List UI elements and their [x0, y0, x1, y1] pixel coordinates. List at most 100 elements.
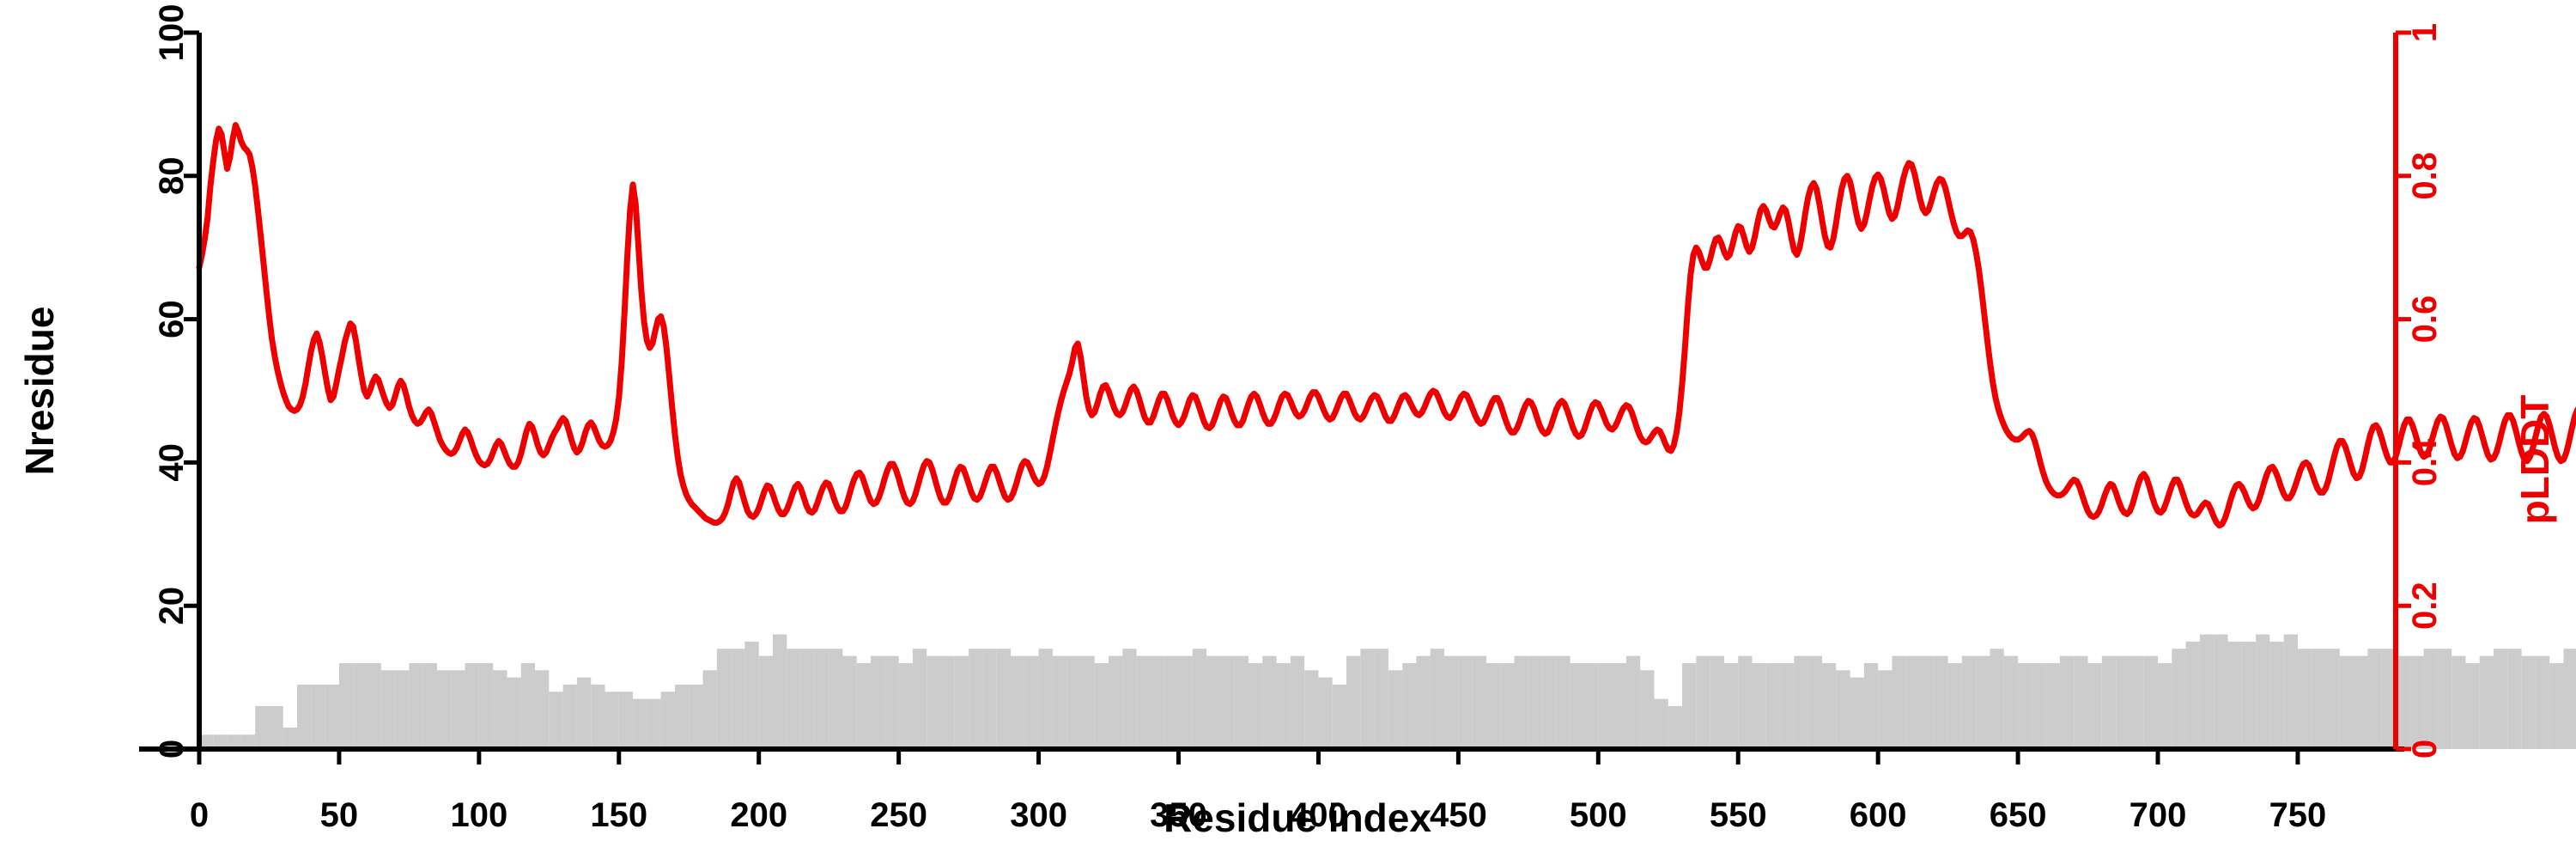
nresidue-bar: [982, 649, 997, 749]
nresidue-bar: [549, 691, 563, 749]
nresidue-bar: [1024, 655, 1039, 749]
nresidue-bar: [940, 655, 955, 749]
nresidue-bar: [1444, 655, 1459, 749]
nresidue-bar: [689, 684, 703, 749]
nresidue-bar: [1164, 655, 1179, 749]
nresidue-bar: [520, 662, 536, 749]
x-axis-tick-label: 500: [1570, 796, 1627, 834]
nresidue-bar: [1192, 649, 1207, 749]
nresidue-bar: [1752, 662, 1766, 749]
nresidue-bar: [898, 662, 913, 749]
nresidue-bar: [380, 670, 396, 749]
nresidue-bar: [2018, 662, 2032, 749]
nresidue-bar: [1640, 670, 1655, 749]
nresidue-bar: [2423, 649, 2438, 749]
x-axis-tick-label: 750: [2269, 796, 2327, 834]
nresidue-bar: [2521, 655, 2536, 749]
x-axis-tick-label: 200: [730, 796, 787, 834]
nresidue-bar: [1094, 662, 1109, 749]
nresidue-bar: [1346, 655, 1361, 749]
nresidue-bar: [2549, 662, 2564, 749]
nresidue-bar: [1682, 662, 1697, 749]
nresidue-bar: [1332, 684, 1347, 749]
nresidue-bar: [507, 677, 521, 749]
nresidue-bar: [1668, 705, 1683, 749]
nresidue-bar: [1696, 655, 1710, 749]
x-axis-tick-label: 150: [590, 796, 647, 834]
nresidue-bar: [731, 649, 745, 749]
x-axis-tick-label: 700: [2129, 796, 2187, 834]
nresidue-bar: [2297, 649, 2312, 749]
nresidue-bar: [1556, 655, 1571, 749]
x-axis-tick-label: 0: [190, 796, 209, 834]
nresidue-bar: [409, 662, 423, 749]
nresidue-bar: [1038, 649, 1053, 749]
nresidue-bar: [829, 649, 843, 749]
nresidue-bar: [856, 662, 872, 749]
nresidue-bar: [2143, 655, 2159, 749]
nresidue-bar: [1514, 655, 1528, 749]
nresidue-bar: [1794, 655, 1808, 749]
nresidue-bar: [674, 684, 690, 749]
nresidue-bar: [1485, 662, 1501, 749]
nresidue-bar: [2354, 655, 2368, 749]
nresidue-bar: [576, 677, 592, 749]
nresidue-bar: [787, 649, 801, 749]
nresidue-bar: [2158, 662, 2172, 749]
nresidue-bar: [814, 649, 829, 749]
nresidue-bar: [1234, 655, 1249, 749]
left-axis-tick-label: 100: [153, 4, 191, 62]
nresidue-bar: [912, 649, 927, 749]
nresidue-bar: [493, 670, 507, 749]
nresidue-bar: [2479, 655, 2494, 749]
nresidue-bar: [1416, 655, 1431, 749]
nresidue-bar: [1290, 655, 1305, 749]
nresidue-bar: [1010, 655, 1025, 749]
nresidue-bar: [283, 727, 298, 749]
nresidue-bar: [2409, 655, 2424, 749]
nresidue-bar: [2437, 649, 2452, 749]
nresidue-bar: [1892, 655, 1906, 749]
nresidue-bar: [2507, 649, 2522, 749]
left-axis-label: Nresidue: [17, 307, 62, 476]
nresidue-bar: [1612, 662, 1626, 749]
nresidue-bar: [269, 705, 283, 749]
nresidue-bar: [1905, 655, 1921, 749]
nresidue-bar: [871, 655, 885, 749]
nresidue-bar: [1598, 662, 1613, 749]
nresidue-bar: [2045, 662, 2060, 749]
nresidue-bar: [1360, 649, 1375, 749]
nresidue-bar: [969, 649, 983, 749]
plddt-trace: [196, 122, 2576, 529]
nresidue-bar: [954, 655, 969, 749]
nresidue-bar: [702, 670, 717, 749]
nresidue-bar: [884, 655, 899, 749]
nresidue-bar: [1710, 655, 1724, 749]
nresidue-bar: [2129, 655, 2144, 749]
nresidue-bar: [1528, 655, 1543, 749]
nresidue-bar: [2116, 655, 2130, 749]
nresidue-bar: [1625, 655, 1641, 749]
nresidue-bar: [2339, 655, 2354, 749]
nresidue-bar: [2312, 649, 2326, 749]
right-axis-tick-label: 0: [2406, 740, 2444, 758]
nresidue-bar: [1388, 670, 1403, 749]
nresidue-bar: [1807, 655, 1822, 749]
nresidue-bar: [338, 662, 354, 749]
nresidue-bar: [927, 655, 941, 749]
nresidue-bar: [1836, 670, 1850, 749]
nresidue-bar: [1248, 662, 1263, 749]
nresidue-bar: [436, 670, 452, 749]
nresidue-bar: [1570, 662, 1585, 749]
right-axis-tick-label: 0.8: [2406, 152, 2444, 200]
nresidue-bar: [1765, 662, 1781, 749]
x-axis-tick-label: 300: [1010, 796, 1067, 834]
nresidue-bar: [240, 734, 256, 749]
left-axis-tick-label: 80: [153, 157, 191, 196]
nresidue-bar: [1374, 649, 1388, 749]
nresidue-bar: [353, 662, 368, 749]
nresidue-bar: [2381, 649, 2396, 749]
nresidue-bar: [2465, 662, 2480, 749]
